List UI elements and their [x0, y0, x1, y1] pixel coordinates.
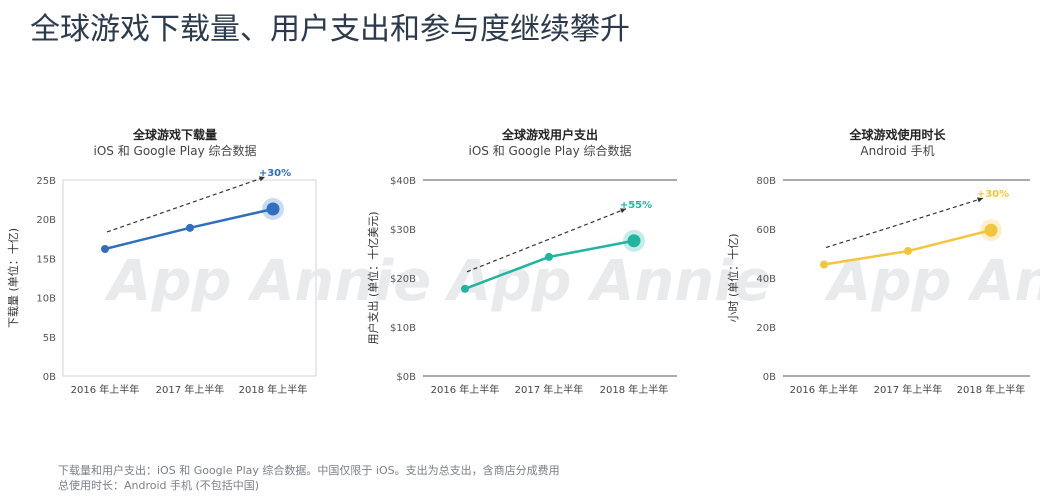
- y-tick-label: 10B: [36, 294, 56, 305]
- x-tick-label: 2016 年上半年: [71, 383, 140, 396]
- data-point: [461, 284, 469, 293]
- data-point: [820, 260, 828, 269]
- y-axis-label: 小时 (单位：十亿): [726, 233, 740, 322]
- plot-frame: [62, 179, 317, 377]
- x-tick-label: 2017 年上半年: [515, 383, 584, 396]
- watermark-text: App Annie: [444, 249, 771, 314]
- chart-subtitle: iOS 和 Google Play 综合数据: [468, 144, 632, 158]
- chart-subtitle: iOS 和 Google Play 综合数据: [93, 144, 257, 158]
- y-tick-label: 80B: [756, 176, 776, 187]
- y-tick-label: $30B: [390, 225, 416, 236]
- y-tick-label: $10B: [390, 323, 416, 334]
- trend-arrow-line: [466, 208, 627, 273]
- x-tick-label: 2016 年上半年: [790, 383, 859, 396]
- growth-label: +30%: [259, 168, 291, 179]
- chart-panel-spending: 全球游戏用户支出 iOS 和 Google Play 综合数据 $0B $10B $…: [350, 120, 771, 410]
- x-tick-label: 2018 年上半年: [600, 383, 669, 396]
- chart-title: 全球游戏下载量: [132, 128, 217, 142]
- x-tick-label: 2018 年上半年: [957, 383, 1026, 396]
- y-tick-label: 15B: [36, 254, 56, 265]
- x-tick-label: 2017 年上半年: [874, 383, 943, 396]
- y-tick-label: 0B: [763, 372, 776, 383]
- y-tick-label: 40B: [756, 274, 776, 285]
- growth-label: +30%: [977, 189, 1009, 200]
- growth-label: +55%: [620, 200, 652, 211]
- y-tick-label: 0B: [43, 372, 56, 383]
- downloads-line-chart: 0B 5B 10B 15B 20B 25B 下载量 (单位：十亿) 2016 年上半年 2017…: [6, 168, 431, 396]
- trend-arrow-head: [977, 197, 983, 203]
- y-tick-label: 5B: [43, 333, 56, 344]
- page-title: 全球游戏下载量、用户支出和参与度继续攀升: [30, 12, 630, 47]
- spending-line-chart: $0B $10B $20B $30B $40B 用户支出 (单位：十亿美元) 2016 年上…: [366, 176, 771, 396]
- y-tick-label: 20B: [36, 215, 56, 226]
- data-point: [904, 247, 912, 256]
- y-tick-label: 25B: [36, 176, 56, 187]
- x-tick-label: 2018 年上半年: [239, 383, 308, 396]
- chart-subtitle: Android 手机: [860, 144, 935, 158]
- trend-arrow-line: [106, 176, 266, 233]
- data-point: [545, 252, 553, 261]
- data-point: [266, 202, 280, 216]
- usage-line-chart: 0B 20B 40B 60B 80B 小时 (单位：十亿) 2016 年上半年 2017 年上…: [726, 176, 1040, 396]
- y-tick-label: 20B: [756, 323, 776, 334]
- x-tick-label: 2016 年上半年: [431, 383, 500, 396]
- trend-arrow-head: [620, 208, 626, 214]
- y-tick-label: $0B: [396, 372, 416, 383]
- chart-panel-usage: 全球游戏使用时长 Android 手机 0B 20B 40B 60B 80B 小时 (单位…: [710, 120, 1040, 410]
- x-tick-label: 2017 年上半年: [156, 383, 225, 396]
- y-tick-label: $40B: [390, 176, 416, 187]
- data-point: [627, 234, 641, 248]
- data-point: [186, 223, 194, 232]
- chart-title: 全球游戏用户支出: [501, 128, 598, 142]
- y-tick-label: 60B: [756, 225, 776, 236]
- footnote-line-2: 总使用时长：Android 手机 (不包括中国): [58, 479, 260, 492]
- data-point: [101, 244, 109, 253]
- y-axis-label: 下载量 (单位：十亿): [6, 228, 20, 328]
- chart-title: 全球游戏使用时长: [849, 128, 946, 142]
- y-tick-label: $20B: [390, 274, 416, 285]
- y-axis-label: 用户支出 (单位：十亿美元): [366, 211, 380, 344]
- footnote-line-1: 下载量和用户支出：iOS 和 Google Play 综合数据。中国仅限于 iO…: [58, 464, 560, 477]
- watermark-text: App Annie: [104, 249, 431, 314]
- data-point: [984, 223, 998, 237]
- trend-arrow-line: [825, 197, 984, 249]
- trend-arrow-head: [259, 176, 265, 182]
- chart-panel-downloads: 全球游戏下载量 iOS 和 Google Play 综合数据 0B 5B 10B 15…: [0, 120, 431, 410]
